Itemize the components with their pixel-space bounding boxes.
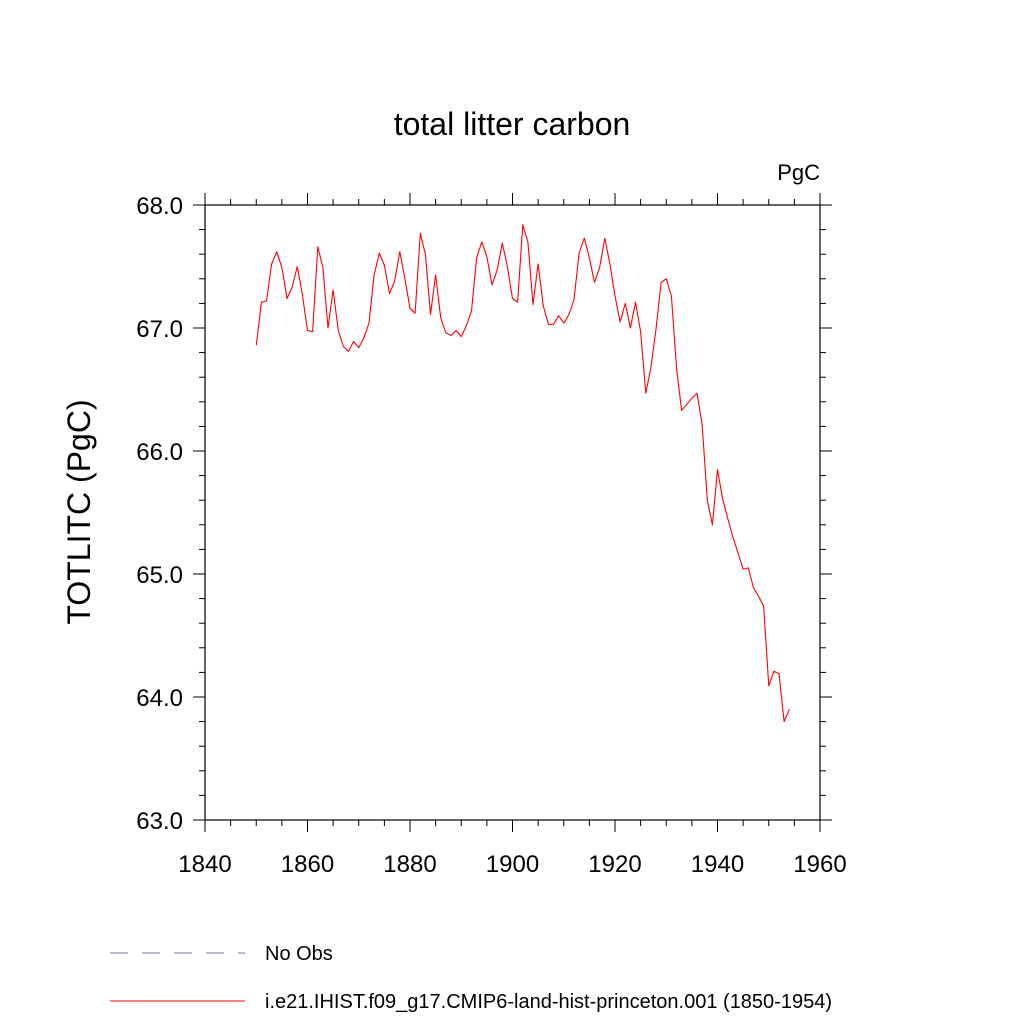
y-axis-label: TOTLITC (PgC) [61, 399, 97, 624]
y-tick-label: 65.0 [136, 562, 183, 589]
x-tick-label: 1940 [691, 851, 744, 878]
x-tick-label: 1920 [588, 851, 641, 878]
x-tick-label: 1840 [178, 851, 231, 878]
legend: No Obs i.e21.IHIST.f09_g17.CMIP6-land-hi… [110, 943, 832, 1013]
y-axis: 63.0 64.0 65.0 66.0 67.0 68.0 [136, 193, 832, 835]
x-tick-label: 1860 [281, 851, 334, 878]
y-tick-label: 64.0 [136, 685, 183, 712]
legend-label-model: i.e21.IHIST.f09_g17.CMIP6-land-hist-prin… [265, 991, 832, 1013]
legend-label-no-obs: No Obs [265, 943, 333, 965]
x-tick-label: 1960 [793, 851, 846, 878]
chart-title: total litter carbon [394, 106, 631, 142]
y-tick-label: 68.0 [136, 193, 183, 220]
y-tick-label: 66.0 [136, 439, 183, 466]
x-axis: 1840 1860 1880 1900 1920 1940 1960 [178, 193, 847, 878]
plot-frame [204, 204, 821, 821]
series-line [255, 224, 790, 723]
y-tick-label: 67.0 [136, 316, 183, 343]
x-tick-label: 1880 [383, 851, 436, 878]
y-tick-label: 63.0 [136, 808, 183, 835]
units-label: PgC [777, 160, 820, 185]
x-tick-label: 1900 [486, 851, 539, 878]
